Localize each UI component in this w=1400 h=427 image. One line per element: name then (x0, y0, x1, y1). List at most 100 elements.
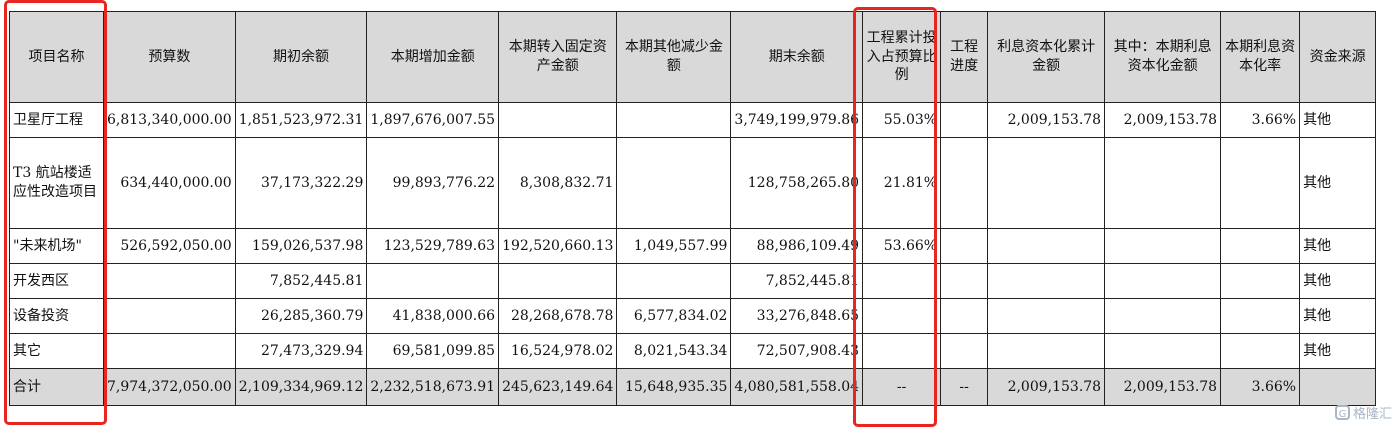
header-budget: 预算数 (103, 11, 236, 103)
gelonghui-logo-icon: G (1334, 405, 1350, 420)
cell-capitalized-interest-total: 2,009,153.78 (987, 368, 1106, 406)
table-row: T3 航站楼适应性改造项目 634,440,000.00 37,173,322.29… (9, 137, 1377, 229)
cell-capitalized-interest-current: 2,009,153.78 (1104, 102, 1222, 138)
cell-opening-balance: 26,285,360.79 (234, 298, 368, 334)
cell-capitalization-rate (1220, 228, 1301, 264)
header-progress: 工程进度 (940, 11, 989, 103)
cell-fund-source (1299, 368, 1377, 406)
cell-capitalized-interest-current (1104, 298, 1222, 334)
watermark: G 格隆汇 (1334, 403, 1392, 422)
table-row: 开发西区 7,852,445.81 7,852,445.81 其他 (9, 263, 1377, 299)
cell-opening-balance: 27,473,329.94 (234, 333, 368, 369)
table-row: 卫星厅工程 6,813,340,000.00 1,851,523,972.31 1,8… (9, 102, 1377, 138)
cell-project-name: 开发西区 (9, 263, 104, 299)
cell-capitalized-interest-total (987, 298, 1106, 334)
cell-capitalization-rate (1220, 333, 1301, 369)
cell-increase: 2,232,518,673.91 (366, 368, 500, 406)
header-investment-ratio: 工程累计投入占预算比例 (862, 11, 942, 103)
cell-budget (103, 333, 236, 369)
cell-investment-ratio: 21.81% (862, 137, 942, 229)
cell-capitalized-interest-total (987, 263, 1106, 299)
cell-investment-ratio (862, 263, 942, 299)
cell-progress (940, 102, 989, 138)
header-opening-balance: 期初余额 (234, 11, 368, 103)
cell-capitalized-interest-current (1104, 333, 1222, 369)
cell-fund-source: 其他 (1299, 137, 1377, 229)
cell-closing-balance: 88,986,109.49 (730, 228, 864, 264)
cell-opening-balance: 1,851,523,972.31 (234, 102, 368, 138)
cell-fund-source: 其他 (1299, 102, 1377, 138)
cell-closing-balance: 7,852,445.81 (730, 263, 864, 299)
cell-progress (940, 263, 989, 299)
cell-project-name: 合计 (9, 368, 104, 406)
cell-investment-ratio (862, 333, 942, 369)
cell-transfer-to-fixed-assets: 28,268,678.78 (498, 298, 618, 334)
header-increase: 本期增加金额 (366, 11, 500, 103)
cell-fund-source: 其他 (1299, 263, 1377, 299)
table-row: 其它 27,473,329.94 69,581,099.85 16,524,978.0… (9, 333, 1377, 369)
cell-other-decrease: 1,049,557.99 (616, 228, 732, 264)
cell-transfer-to-fixed-assets: 8,308,832.71 (498, 137, 618, 229)
cell-investment-ratio: 53.66% (862, 228, 942, 264)
cell-closing-balance: 128,758,265.80 (730, 137, 864, 229)
cell-budget: 634,440,000.00 (103, 137, 236, 229)
cell-capitalization-rate: 3.66% (1220, 102, 1301, 138)
cell-increase: 123,529,789.63 (366, 228, 500, 264)
cell-budget: 526,592,050.00 (103, 228, 236, 264)
cell-other-decrease: 8,021,543.34 (616, 333, 732, 369)
cell-other-decrease (616, 263, 732, 299)
cell-progress (940, 298, 989, 334)
cell-opening-balance: 7,852,445.81 (234, 263, 368, 299)
cell-transfer-to-fixed-assets: 192,520,660.13 (498, 228, 618, 264)
cell-opening-balance: 37,173,322.29 (234, 137, 368, 229)
cell-transfer-to-fixed-assets: 16,524,978.02 (498, 333, 618, 369)
cell-capitalized-interest-current (1104, 137, 1222, 229)
header-closing-balance: 期末余额 (730, 11, 864, 103)
cell-capitalization-rate (1220, 137, 1301, 229)
table-row: "未来机场" 526,592,050.00 159,026,537.98 123,52… (9, 228, 1377, 264)
cell-increase (366, 263, 500, 299)
cell-opening-balance: 2,109,334,969.12 (234, 368, 368, 406)
header-capitalized-interest-current: 其中：本期利息资本化金额 (1104, 11, 1222, 103)
cell-increase: 41,838,000.66 (366, 298, 500, 334)
cell-other-decrease: 6,577,834.02 (616, 298, 732, 334)
cell-capitalized-interest-current (1104, 228, 1222, 264)
construction-in-progress-table: 项目名称 预算数 期初余额 本期增加金额 本期转入固定资产金额 本期其他减少金额… (9, 11, 1377, 406)
cell-project-name: 其它 (9, 333, 104, 369)
cell-capitalization-rate (1220, 298, 1301, 334)
header-capitalized-interest-total: 利息资本化累计金额 (987, 11, 1106, 103)
header-fund-source: 资金来源 (1299, 11, 1377, 103)
cell-investment-ratio (862, 298, 942, 334)
cell-capitalized-interest-total (987, 137, 1106, 229)
cell-closing-balance: 3,749,199,979.86 (730, 102, 864, 138)
cell-capitalization-rate: 3.66% (1220, 368, 1301, 406)
cell-opening-balance: 159,026,537.98 (234, 228, 368, 264)
cell-investment-ratio: 55.03% (862, 102, 942, 138)
cell-other-decrease: 15,648,935.35 (616, 368, 732, 406)
cell-capitalized-interest-current (1104, 263, 1222, 299)
cell-budget: 7,974,372,050.00 (103, 368, 236, 406)
header-transfer-to-fixed-assets: 本期转入固定资产金额 (498, 11, 618, 103)
cell-fund-source: 其他 (1299, 298, 1377, 334)
cell-other-decrease (616, 102, 732, 138)
cell-project-name: 设备投资 (9, 298, 104, 334)
cell-project-name: T3 航站楼适应性改造项目 (9, 137, 104, 229)
cell-increase: 1,897,676,007.55 (366, 102, 500, 138)
header-project-name: 项目名称 (9, 11, 104, 103)
cell-increase: 99,893,776.22 (366, 137, 500, 229)
table-row: 设备投资 26,285,360.79 41,838,000.66 28,268,678… (9, 298, 1377, 334)
cell-budget (103, 263, 236, 299)
cell-project-name: "未来机场" (9, 228, 104, 264)
header-capitalization-rate: 本期利息资本化率 (1220, 11, 1301, 103)
cell-progress (940, 333, 989, 369)
cell-capitalized-interest-total: 2,009,153.78 (987, 102, 1106, 138)
cell-transfer-to-fixed-assets (498, 102, 618, 138)
cell-closing-balance: 4,080,581,558.04 (730, 368, 864, 406)
cell-transfer-to-fixed-assets: 245,623,149.64 (498, 368, 618, 406)
cell-fund-source: 其他 (1299, 333, 1377, 369)
cell-closing-balance: 72,507,908.43 (730, 333, 864, 369)
watermark-text: 格隆汇 (1352, 407, 1392, 422)
header-row: 项目名称 预算数 期初余额 本期增加金额 本期转入固定资产金额 本期其他减少金额… (9, 11, 1377, 103)
cell-transfer-to-fixed-assets (498, 263, 618, 299)
cell-fund-source: 其他 (1299, 228, 1377, 264)
